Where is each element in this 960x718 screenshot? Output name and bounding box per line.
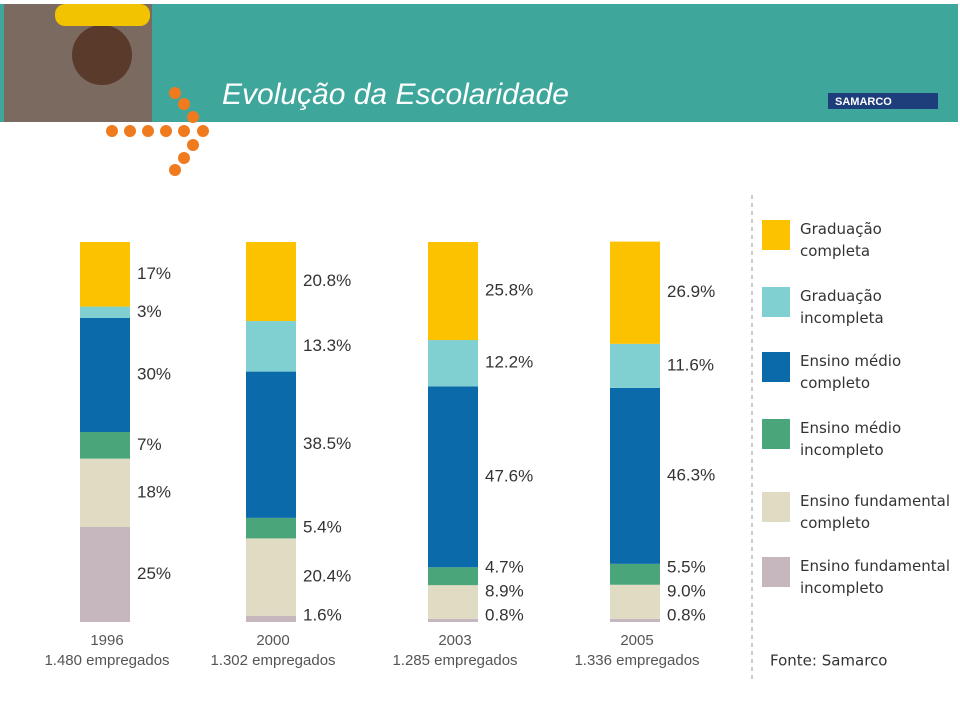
bar-segment bbox=[610, 241, 660, 344]
value-label: 4.7% bbox=[485, 557, 524, 576]
value-label: 38.5% bbox=[303, 434, 351, 453]
dots bbox=[106, 87, 209, 176]
value-label: 20.8% bbox=[303, 271, 351, 290]
bar-segment bbox=[246, 538, 296, 616]
value-label: 11.6% bbox=[667, 355, 714, 374]
value-label: 7% bbox=[137, 435, 162, 454]
category-label: 1996 bbox=[90, 632, 123, 649]
legend-label: Ensino médio completo bbox=[800, 352, 902, 392]
value-label: 5.5% bbox=[667, 557, 706, 576]
value-label: 5.4% bbox=[303, 518, 342, 537]
bar-segment bbox=[246, 615, 296, 622]
bar-segment bbox=[80, 306, 130, 318]
value-label: 12.2% bbox=[485, 353, 533, 372]
legend-label: Ensino médio incompleto bbox=[800, 419, 902, 459]
bar-segment bbox=[428, 585, 478, 619]
bar-segment bbox=[428, 567, 478, 586]
value-label: 47.6% bbox=[485, 466, 533, 485]
bar-segment bbox=[428, 618, 478, 622]
category-label: 2000 bbox=[256, 632, 289, 649]
value-label: 3% bbox=[137, 302, 162, 321]
legend-label: Ensino fundamental incompleto bbox=[800, 557, 951, 597]
bar-segment bbox=[80, 432, 130, 459]
value-label: 1.6% bbox=[303, 605, 342, 624]
value-label: 0.8% bbox=[667, 605, 706, 624]
header-band bbox=[0, 4, 958, 122]
legend-swatch bbox=[762, 419, 790, 449]
value-label: 9.0% bbox=[667, 581, 706, 600]
legend-swatch bbox=[762, 287, 790, 317]
source: Fonte: Samarco bbox=[770, 652, 888, 670]
value-label: 8.9% bbox=[485, 581, 524, 600]
value-label: 46.3% bbox=[667, 465, 715, 484]
bar-segment bbox=[246, 517, 296, 539]
bar-segment bbox=[80, 458, 130, 527]
value-label: 0.8% bbox=[485, 605, 524, 624]
category-note: 1.480 empregados bbox=[44, 652, 169, 669]
legend-label: Graduação incompleta bbox=[800, 287, 884, 327]
value-label: 25% bbox=[137, 564, 171, 583]
bar-segment bbox=[80, 242, 130, 307]
value-label: 18% bbox=[137, 482, 171, 501]
bar-segment bbox=[246, 371, 296, 518]
category-label: 2003 bbox=[438, 632, 471, 649]
bar-segment bbox=[610, 618, 660, 622]
legend-label: Graduação completa bbox=[800, 220, 882, 260]
value-label: 20.4% bbox=[303, 567, 351, 586]
bar-segment bbox=[610, 387, 660, 564]
bar-segment bbox=[610, 584, 660, 619]
bar-segment bbox=[246, 242, 296, 322]
title: Evolução da Escolaridade bbox=[222, 78, 569, 111]
category-note: 1.285 empregados bbox=[392, 652, 517, 669]
bar-segment bbox=[428, 340, 478, 387]
logo-box bbox=[828, 93, 938, 109]
legend-label: Ensino fundamental completo bbox=[800, 492, 951, 532]
value-label: 30% bbox=[137, 364, 171, 383]
value-label: 17% bbox=[137, 264, 171, 283]
photo-helmet bbox=[55, 4, 150, 26]
legend-swatch bbox=[762, 220, 790, 250]
bar-segment bbox=[80, 318, 130, 432]
category-label: 2005 bbox=[620, 632, 653, 649]
category-note: 1.302 empregados bbox=[210, 652, 335, 669]
bar-segment bbox=[428, 386, 478, 568]
value-label: 25.8% bbox=[485, 281, 533, 300]
bar-segment bbox=[80, 527, 130, 622]
value-label: 26.9% bbox=[667, 282, 715, 301]
photo-face bbox=[72, 25, 132, 85]
value-label: 13.3% bbox=[303, 336, 351, 355]
category-note: 1.336 empregados bbox=[574, 652, 699, 669]
legend-swatch bbox=[762, 352, 790, 382]
bar-segment bbox=[428, 242, 478, 341]
legend-swatch bbox=[762, 557, 790, 587]
logo: SAMARCO bbox=[835, 96, 892, 108]
bar-segment bbox=[610, 563, 660, 585]
bar-segment bbox=[610, 343, 660, 388]
bar-segment bbox=[246, 321, 296, 372]
legend-swatch bbox=[762, 492, 790, 522]
